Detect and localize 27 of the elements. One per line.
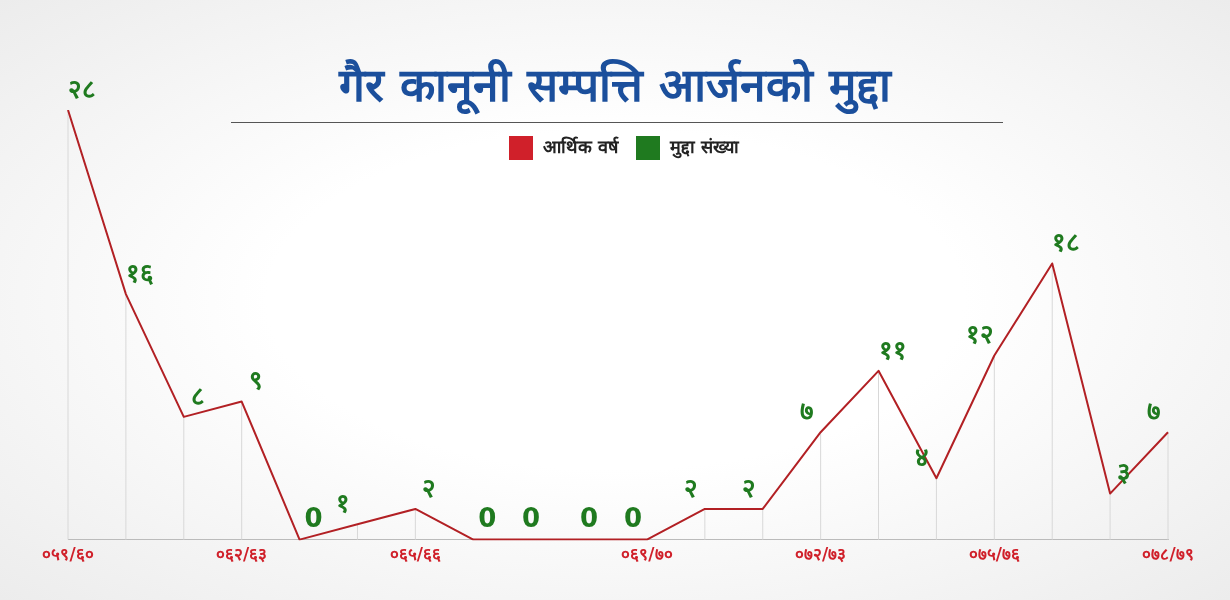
data-label: 0	[623, 503, 642, 534]
data-label: २	[741, 472, 756, 503]
text: मुद्दा संख्या	[670, 136, 740, 157]
data-label: 0	[478, 503, 497, 534]
x-tick-label: ०७२/७३	[795, 544, 847, 565]
data-label: १६	[125, 257, 154, 288]
data-label: २	[422, 472, 437, 503]
x-tick-label: ०७८/७९	[1142, 544, 1194, 565]
data-label: २	[683, 472, 698, 503]
data-label: 0	[580, 503, 599, 534]
x-tick-label: ०५९/६०	[42, 544, 94, 565]
x-tick-label: ०६५/६६	[389, 544, 441, 565]
x-tick-label: ०७५/७६	[968, 544, 1020, 565]
data-label: 0	[304, 503, 323, 534]
data-label: ११	[878, 334, 907, 365]
x-tick-label: ०६२/६३	[216, 544, 268, 565]
data-label: १	[336, 488, 351, 519]
data-label: २८	[68, 73, 96, 104]
data-label: ९	[248, 365, 263, 396]
x-axis-title: आर्थिक वर्ष	[542, 136, 618, 157]
data-label: ८	[190, 380, 205, 411]
x-tick-label: ०६९/७०	[621, 544, 673, 565]
data-label: 0	[522, 503, 541, 534]
data-label: १२	[966, 319, 995, 350]
data-label: १८	[1052, 227, 1081, 258]
data-label: ७	[799, 395, 814, 426]
data-label: ७	[1147, 395, 1161, 426]
